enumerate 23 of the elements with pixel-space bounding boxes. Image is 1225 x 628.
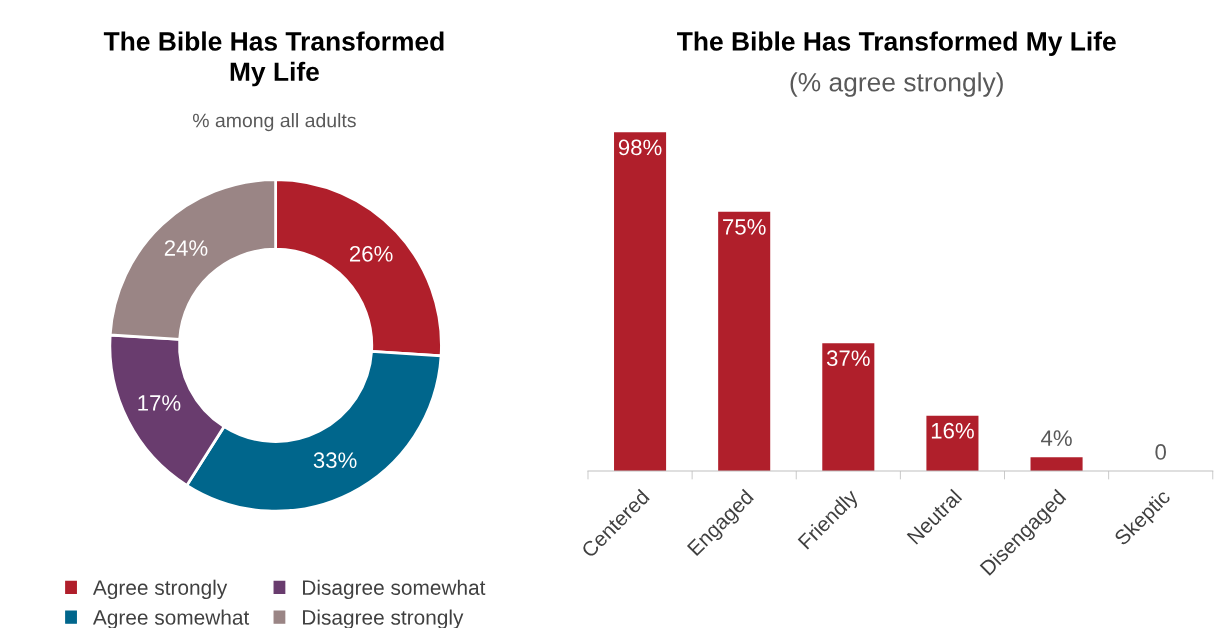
bar xyxy=(1030,457,1083,471)
chart-title: The Bible Has Transformed My Life xyxy=(677,31,1116,56)
data-label: 75% xyxy=(723,219,766,235)
data-label: 16% xyxy=(931,422,974,439)
data-label: 24% xyxy=(164,240,208,256)
data-label: 98% xyxy=(618,139,662,156)
chart-subtitle: (% agree strongly) xyxy=(790,72,1003,97)
chart-subtitle: % among all adults xyxy=(192,113,356,132)
bar xyxy=(718,211,771,471)
legend-label: Agree strongly xyxy=(92,579,228,600)
data-label: 33% xyxy=(313,452,357,469)
legend-label: Disagree strongly xyxy=(303,609,464,628)
data-label: 4% xyxy=(1041,430,1072,446)
data-label: 17% xyxy=(138,395,181,411)
legend-label: Disagree somewhat xyxy=(303,579,486,600)
bar xyxy=(822,343,875,471)
bar xyxy=(614,132,667,471)
legend-label: Agree somewhat xyxy=(92,609,250,628)
chart-title: The Bible Has Transformed My Life xyxy=(103,31,444,87)
data-label: 26% xyxy=(349,245,393,262)
data-label: 0 xyxy=(1155,444,1166,460)
data-label: 37% xyxy=(826,350,870,367)
bar xyxy=(926,415,979,471)
